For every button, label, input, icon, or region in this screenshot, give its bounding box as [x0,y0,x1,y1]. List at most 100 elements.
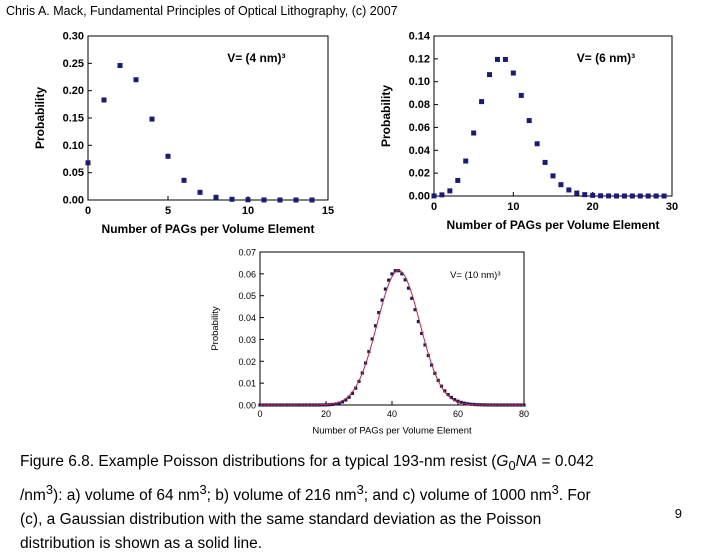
data-point [590,192,596,198]
y-tick-label: 0.01 [238,379,256,389]
data-point [277,197,283,203]
data-point [380,298,384,302]
x-tick-label: 20 [587,201,599,213]
data-point [443,389,447,393]
chart-title: V= (10 nm)³ [450,270,500,281]
caption-line-2: /nm3): a) volume of 64 nm3; b) volume of… [20,482,591,505]
y-tick-label: 0.06 [409,122,430,134]
data-point [85,160,91,166]
data-point [347,395,351,399]
data-point [181,177,187,183]
x-axis-label: Number of PAGs per Volume Element [102,222,315,236]
data-point [261,197,267,203]
y-tick-label: 0.06 [238,269,256,279]
data-point [494,56,500,62]
x-tick-label: 5 [165,205,171,217]
data-point [550,173,556,179]
y-tick-label: 0.05 [63,167,84,179]
y-tick-label: 0.03 [238,335,256,345]
data-point [416,319,420,324]
y-tick-label: 0.00 [409,191,430,203]
data-point [459,400,463,405]
chart-a-4nm: 0.00 0.05 0.10 0.15 0.20 0.25 0.30 0 5 10 15 Number… [33,31,334,237]
gaussian-fit-line [260,269,524,406]
data-point [337,401,341,405]
data-point [133,77,139,83]
y-tick-label: 0.02 [409,168,430,180]
x-tick-label: 0 [431,201,437,213]
y-tick-label: 0.04 [238,313,256,323]
y-axis-label: Probability [379,85,393,147]
data-point [354,386,358,390]
data-point [463,401,467,405]
x-tick-label: 0 [257,409,262,419]
chart-title: V= (6 nm)³ [577,51,635,65]
data-point [426,353,430,358]
data-point [403,278,407,282]
data-point [449,395,453,400]
data-point [334,402,338,406]
data-point [487,72,493,78]
data-point [518,92,524,98]
y-tick-label: 0.00 [63,195,84,207]
caption-line-1b: NA = 0.042 [515,453,594,470]
data-point [446,393,450,397]
x-tick-label: 10 [242,205,254,217]
data-point [558,182,564,188]
caption-line-3: (c), a Gaussian distribution with the sa… [20,511,542,529]
data-point [340,400,345,404]
y-tick-label: 0.10 [409,76,430,88]
plot-frame [87,35,329,201]
y-tick-label: 0.30 [63,31,84,43]
data-point [413,308,417,312]
x-tick-label: 15 [322,205,334,217]
data-point [350,391,354,395]
x-tick-label: 20 [321,409,331,419]
data-point [390,272,394,276]
data-point [479,99,485,105]
data-point [213,194,219,200]
y-tick-label: 0.15 [63,113,84,125]
data-point [101,97,107,103]
y-tick-label: 0.05 [238,291,256,301]
y-tick-label: 0.07 [238,248,256,258]
data-point [453,398,457,402]
data-point [423,343,427,347]
data-point [598,193,604,199]
data-point [471,130,477,136]
x-tick-label: 0 [85,205,91,217]
chart-b-6nm: 0.00 0.02 0.04 0.06 0.08 0.10 0.12 0.14 0 10 20 30 N… [379,31,678,233]
data-point [377,311,381,315]
data-point [309,197,315,203]
y-tick-label: 0.10 [63,140,84,152]
y-tick-label: 0.04 [409,145,431,157]
data-point [410,296,414,300]
data-point [393,269,397,273]
data-point [534,141,540,147]
caption-line-4: distribution is shown as a solid line. [20,535,263,553]
y-tick-label: 0.08 [409,99,430,111]
data-point [400,272,404,276]
data-point [463,158,469,164]
data-point [420,331,424,336]
data-point [502,56,508,62]
x-axis-label: Number of PAGs per Volume Element [312,426,472,437]
data-point [370,337,374,341]
data-point [383,287,387,291]
y-axis-label: Probability [33,87,47,149]
caption-subscript: 0 [508,458,516,474]
data-point [229,196,235,202]
data-point [406,286,411,290]
data-point [566,187,572,193]
data-point [344,398,348,402]
data-point [621,193,627,199]
y-axis-label: Probability [210,306,221,351]
data-point [431,193,437,199]
data-point [526,118,532,124]
y-tick-label: 0.20 [63,85,84,97]
chart-title: V= (4 nm)³ [227,51,285,65]
data-point [367,349,371,354]
y-tick-label: 0.02 [238,357,256,367]
data-point [447,188,453,194]
data-point [645,193,651,199]
